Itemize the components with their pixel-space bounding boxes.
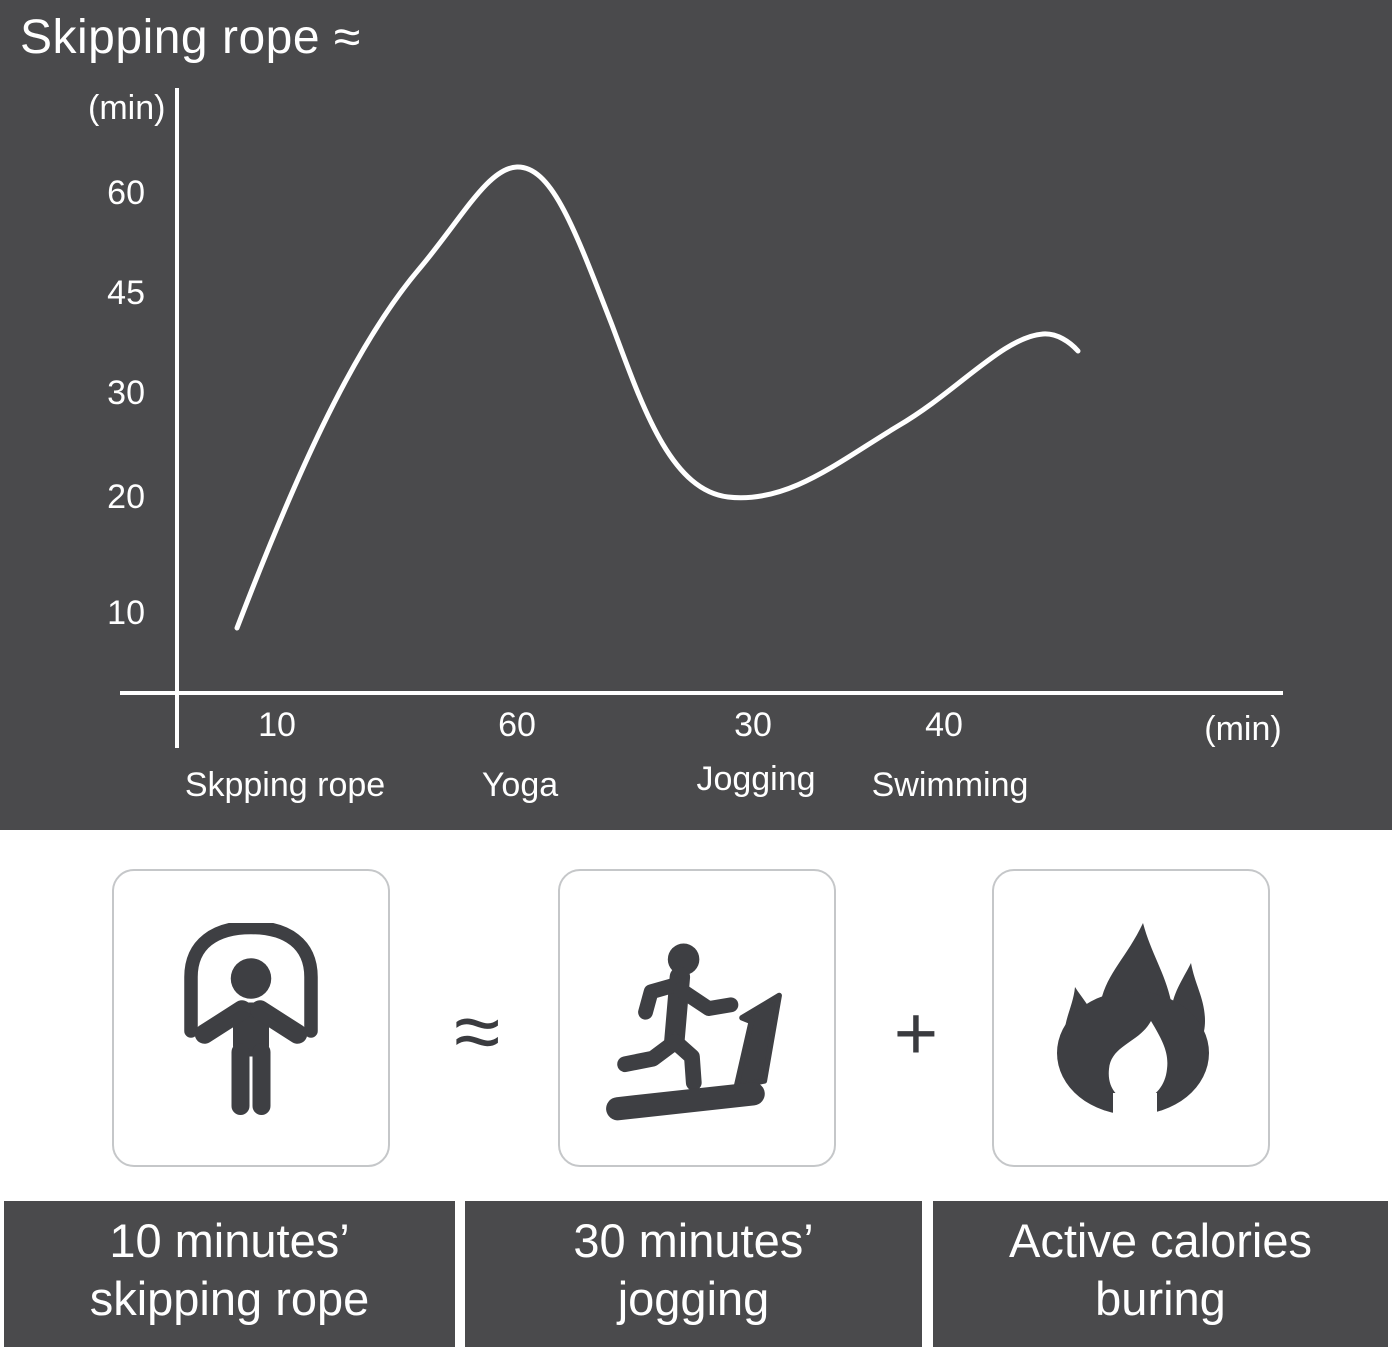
- x-axis-unit-label: (min): [1204, 710, 1282, 748]
- x-tick-value-skipping: 10: [258, 706, 296, 744]
- caption-jogging: 30 minutes’ jogging: [465, 1201, 922, 1347]
- line-chart: [120, 88, 1283, 748]
- x-tick-value-swimming: 40: [925, 706, 963, 744]
- caption-line-2: buring: [1095, 1271, 1226, 1325]
- x-label-jogging: Jogging: [696, 760, 816, 798]
- skipper-right-arm: [250, 1000, 308, 1044]
- approx-symbol: ≈: [453, 984, 501, 1078]
- card-jogging: [558, 869, 836, 1167]
- caption-skipping-rope: 10 minutes’ skipping rope: [4, 1201, 455, 1347]
- y-tick-10: 10: [107, 594, 145, 632]
- runner-front-leg: [616, 1034, 683, 1073]
- x-label-yoga: Yoga: [481, 766, 559, 804]
- treadmill-console: [733, 992, 782, 1090]
- y-axis-unit-label: (min): [88, 89, 166, 127]
- plus-symbol: +: [893, 991, 939, 1076]
- y-tick-30: 30: [107, 374, 145, 412]
- caption-line-1: 30 minutes’: [573, 1214, 814, 1267]
- treadmill-icon: [605, 943, 782, 1121]
- skipper-head: [230, 958, 272, 999]
- caption-line-2: jogging: [617, 1271, 770, 1325]
- runner-front-arm: [672, 982, 738, 1016]
- caption-line-1: Active calories: [1009, 1214, 1312, 1267]
- chart-title: Skipping rope ≈: [20, 11, 361, 64]
- y-tick-20: 20: [107, 478, 145, 516]
- caption-line-1: 10 minutes’: [109, 1214, 350, 1267]
- card-calories: [992, 869, 1270, 1167]
- x-label-skipping-rope: Skpping rope: [184, 766, 386, 804]
- x-label-swimming: Swimming: [871, 766, 1029, 804]
- treadmill-belt: [605, 1082, 765, 1121]
- skipper-left-arm: [194, 1000, 252, 1044]
- flame-inner-cutout: [1108, 1021, 1168, 1101]
- caption-line-2: skipping rope: [89, 1271, 370, 1325]
- equivalence-curve: [234, 164, 1081, 631]
- runner-back-leg: [666, 1034, 702, 1091]
- flame-bottom-opening: [1113, 1093, 1157, 1121]
- card-skipping-rope: [112, 869, 390, 1167]
- y-tick-45: 45: [107, 274, 145, 312]
- x-tick-value-yoga: 60: [498, 706, 536, 744]
- x-tick-value-jogging: 30: [734, 706, 772, 744]
- flame-icon: [1057, 923, 1209, 1121]
- chart-panel: Skipping rope ≈ (min) 60 45 30 20 10 10 …: [0, 0, 1392, 830]
- y-tick-60: 60: [107, 174, 145, 212]
- skipping-rope-icon: [184, 923, 318, 1115]
- runner-back-arm: [637, 976, 685, 1020]
- runner-head: [667, 943, 699, 976]
- caption-calories: Active calories buring: [933, 1201, 1388, 1347]
- rope-arc: [184, 923, 318, 1038]
